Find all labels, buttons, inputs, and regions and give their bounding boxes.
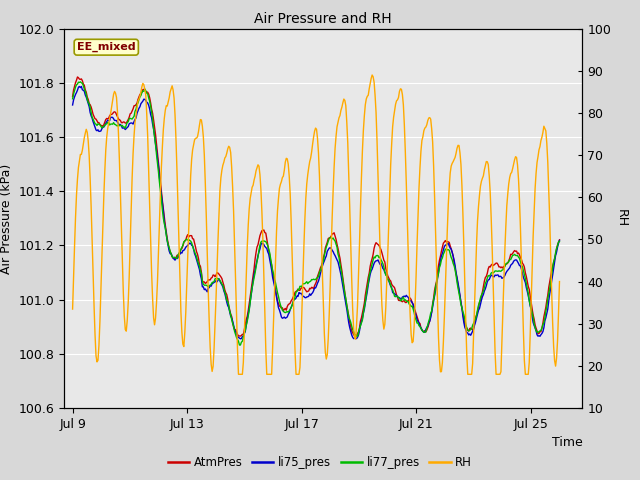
X-axis label: Time: Time bbox=[552, 436, 582, 449]
Title: Air Pressure and RH: Air Pressure and RH bbox=[254, 12, 392, 26]
Text: EE_mixed: EE_mixed bbox=[77, 42, 136, 52]
Y-axis label: RH: RH bbox=[615, 209, 628, 228]
Legend: AtmPres, li75_pres, li77_pres, RH: AtmPres, li75_pres, li77_pres, RH bbox=[163, 452, 477, 474]
Y-axis label: Air Pressure (kPa): Air Pressure (kPa) bbox=[0, 163, 13, 274]
